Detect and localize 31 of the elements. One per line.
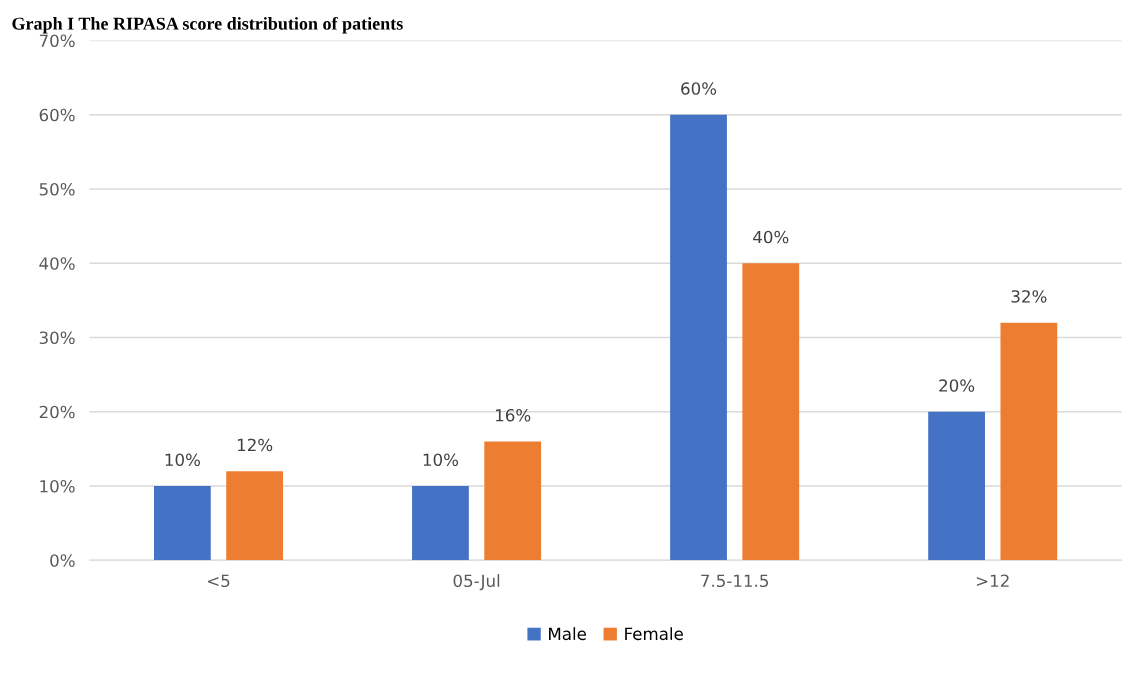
- y-tick-label: 0%: [50, 554, 75, 567]
- data-label: 60%: [681, 82, 717, 95]
- y-tick-label: 70%: [39, 34, 75, 48]
- data-label: 12%: [237, 438, 273, 452]
- bar: [670, 114, 727, 561]
- data-label: 16%: [496, 408, 531, 422]
- y-tick-label: 20%: [39, 405, 75, 419]
- legend-label: Male: [549, 627, 587, 641]
- x-tick-label: 7.5-11.5: [701, 574, 769, 588]
- data-label: 40%: [753, 230, 789, 244]
- data-label: 32%: [1011, 290, 1047, 303]
- legend-label: Female: [625, 627, 683, 641]
- x-tick-label: 05-Jul: [453, 574, 500, 591]
- y-tick-label: 10%: [40, 479, 75, 493]
- y-tick-label: 40%: [39, 257, 75, 270]
- y-tick-label: 50%: [39, 182, 75, 196]
- bar: [226, 471, 284, 561]
- bar: [412, 486, 469, 561]
- data-label: 20%: [939, 379, 975, 392]
- bar: [153, 486, 211, 561]
- data-label: 10%: [423, 453, 459, 467]
- bar: [484, 441, 542, 561]
- y-tick-label: 30%: [39, 331, 75, 345]
- data-label: 10%: [165, 453, 200, 467]
- chart-title: Graph I The RIPASA score distribution of patients: [12, 16, 403, 34]
- bar: [742, 263, 800, 561]
- x-tick-label: <5: [207, 574, 230, 588]
- y-tick-label: 60%: [39, 108, 75, 122]
- x-tick-label: >12: [976, 574, 1009, 587]
- bar: [1000, 322, 1058, 561]
- bar: [928, 411, 985, 561]
